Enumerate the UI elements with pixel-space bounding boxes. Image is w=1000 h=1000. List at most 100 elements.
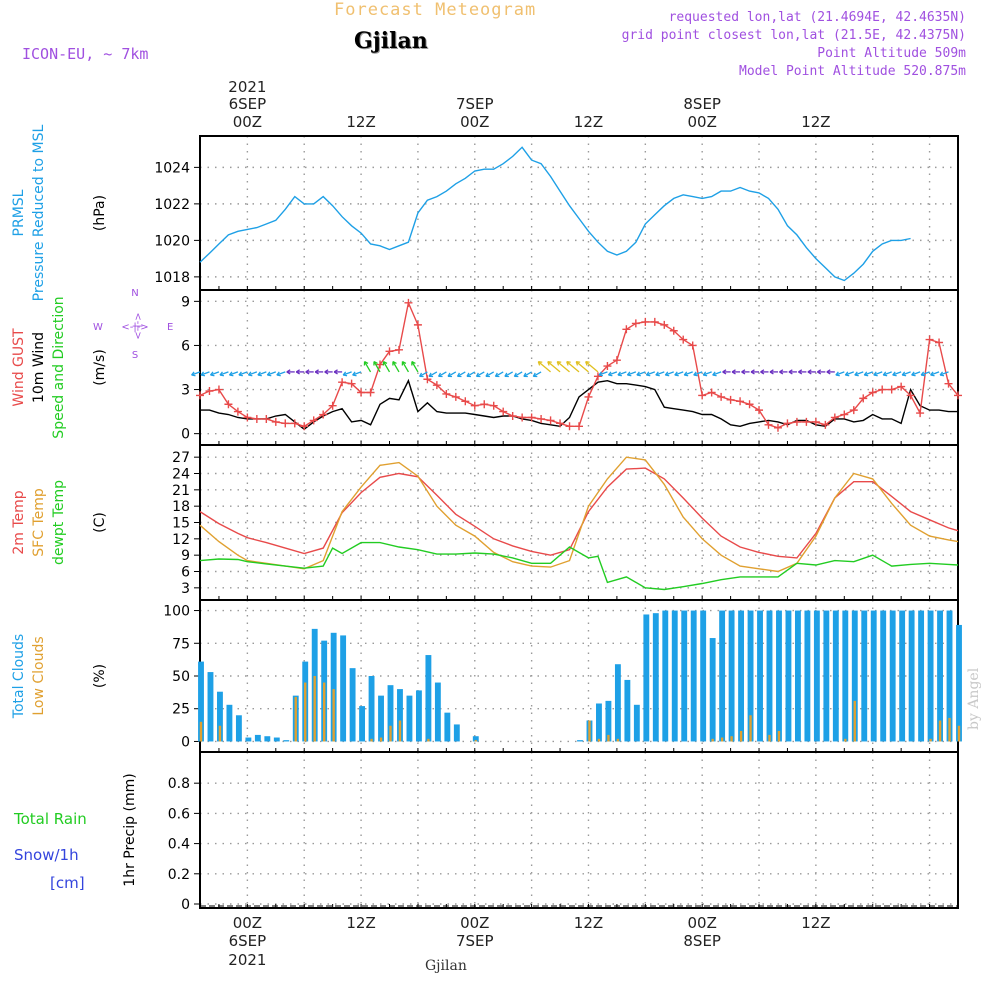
cloud-total-bar bbox=[700, 610, 707, 742]
wind-arrow-head bbox=[401, 360, 407, 366]
precip-panel: 0 0.2 0.4 0.6 0.8 bbox=[168, 751, 959, 913]
cloud-total-bar bbox=[387, 685, 394, 742]
gust-point bbox=[849, 406, 858, 415]
wind-arrow-head bbox=[428, 372, 434, 378]
footer-location: Gjilan bbox=[425, 958, 467, 974]
cloud-total-bar bbox=[823, 610, 830, 742]
gust-point bbox=[518, 413, 527, 422]
cloud-low-bar bbox=[389, 725, 392, 742]
cloud-total-bar bbox=[908, 610, 915, 742]
cloud-total-bar bbox=[794, 610, 801, 742]
wind-arrow-head bbox=[750, 369, 755, 375]
gust-point bbox=[423, 375, 432, 384]
wind-arrow bbox=[428, 371, 438, 377]
cloud-total-bar bbox=[577, 740, 583, 742]
compass-w: W bbox=[93, 322, 103, 333]
cloud-total-bar bbox=[927, 610, 934, 742]
y-tick-label: 1022 bbox=[154, 197, 190, 213]
cloud-low-bar bbox=[730, 736, 733, 742]
wind-arrow-head bbox=[760, 369, 765, 375]
pressure-series-prmsl bbox=[199, 146, 911, 282]
cloud-low-bar bbox=[304, 682, 307, 742]
y-tick-label: 0.2 bbox=[168, 867, 190, 883]
wind-arrow-head bbox=[939, 371, 945, 377]
wind-arrow-head bbox=[485, 372, 490, 378]
cloud-total-bar bbox=[719, 610, 726, 742]
y-tick-label: 15 bbox=[172, 516, 190, 532]
bottom-time-label: 12Z bbox=[346, 914, 375, 932]
wind-arrow bbox=[556, 361, 570, 373]
y-tick-label: 1020 bbox=[154, 233, 190, 249]
cloud-total-bar bbox=[918, 610, 925, 742]
wind-arrow-head bbox=[664, 371, 670, 377]
gust-point bbox=[300, 422, 309, 431]
wind-arrow bbox=[854, 371, 864, 376]
wind-arrow bbox=[901, 371, 911, 376]
wind-arrow-head bbox=[882, 371, 888, 377]
wind-arrow bbox=[495, 371, 504, 377]
gust-point bbox=[726, 395, 735, 404]
pressure-frame bbox=[199, 135, 959, 291]
gust-point bbox=[565, 422, 574, 431]
wind-arrow bbox=[674, 371, 684, 376]
wind-arrow bbox=[627, 371, 637, 376]
wind-arrow-head bbox=[286, 369, 291, 375]
wind-arrow-head bbox=[556, 360, 562, 366]
wind-arrow-head bbox=[585, 360, 590, 366]
cloud-total-bar bbox=[605, 700, 612, 742]
top-time-label: 2021 bbox=[228, 78, 266, 96]
wind-arrow-head bbox=[788, 369, 793, 375]
gust-point bbox=[281, 419, 290, 428]
wind-arrow-head bbox=[683, 371, 689, 377]
wind-arrow bbox=[267, 371, 277, 376]
gust-point bbox=[480, 400, 489, 409]
cloud-total-bar bbox=[472, 736, 479, 742]
model-label: ICON-EU, ~ 7km bbox=[22, 45, 149, 63]
cloud-low-bar bbox=[844, 738, 847, 742]
pressure-panel: 1018 1020 1022 1024 bbox=[154, 135, 959, 291]
wind-arrow-head bbox=[475, 372, 481, 378]
wind-arrow-head bbox=[655, 371, 660, 377]
wind-arrow-head bbox=[305, 369, 310, 375]
y-tick-label: 6 bbox=[181, 338, 190, 354]
cloud-low-bar bbox=[588, 720, 591, 742]
temp-series-sfc-temp bbox=[199, 456, 959, 573]
gust-point bbox=[688, 341, 697, 350]
wind-arrow bbox=[939, 371, 949, 376]
clouds-unit-label: (%) bbox=[92, 664, 108, 688]
gust-point bbox=[736, 397, 745, 406]
cloud-total-bar bbox=[359, 706, 366, 742]
cloud-total-bar bbox=[776, 610, 782, 742]
gust-point bbox=[556, 419, 565, 428]
cloud-total-bar bbox=[851, 610, 858, 742]
wind-arrow-head bbox=[844, 371, 850, 377]
compass-s: S bbox=[132, 350, 138, 361]
cloud-total-bar bbox=[415, 690, 422, 742]
precip-unit-label: 1hr Precip (mm) bbox=[122, 773, 138, 886]
gust-point bbox=[319, 410, 328, 419]
bottom-time-label: 00Z bbox=[233, 914, 262, 932]
wind-arrow bbox=[191, 371, 201, 376]
y-tick-label: 25 bbox=[172, 702, 190, 718]
wind-arrow-head bbox=[920, 371, 926, 377]
cloud-low-bar bbox=[929, 738, 932, 742]
wind-arrow bbox=[864, 371, 873, 376]
wind-arrow-head bbox=[513, 372, 519, 378]
cloud-total-bar bbox=[842, 610, 849, 742]
temp-series-dewpt-temp bbox=[199, 541, 959, 591]
wind-arrow bbox=[401, 361, 410, 373]
gust-point bbox=[271, 417, 280, 426]
cloud-total-bar bbox=[217, 691, 223, 742]
wind-arrow bbox=[911, 371, 921, 376]
temp-side-label: dewpt Temp bbox=[51, 480, 67, 565]
gust-point bbox=[224, 400, 233, 409]
wind-arrow-head bbox=[191, 371, 196, 377]
gust-point bbox=[764, 420, 773, 429]
wind-arrow bbox=[665, 371, 674, 376]
cloud-total-bar bbox=[378, 695, 384, 742]
compass-e: E bbox=[167, 322, 173, 333]
cloud-low-bar bbox=[294, 696, 297, 742]
wind-arrow-head bbox=[826, 369, 831, 375]
wind-arrow bbox=[485, 371, 495, 377]
